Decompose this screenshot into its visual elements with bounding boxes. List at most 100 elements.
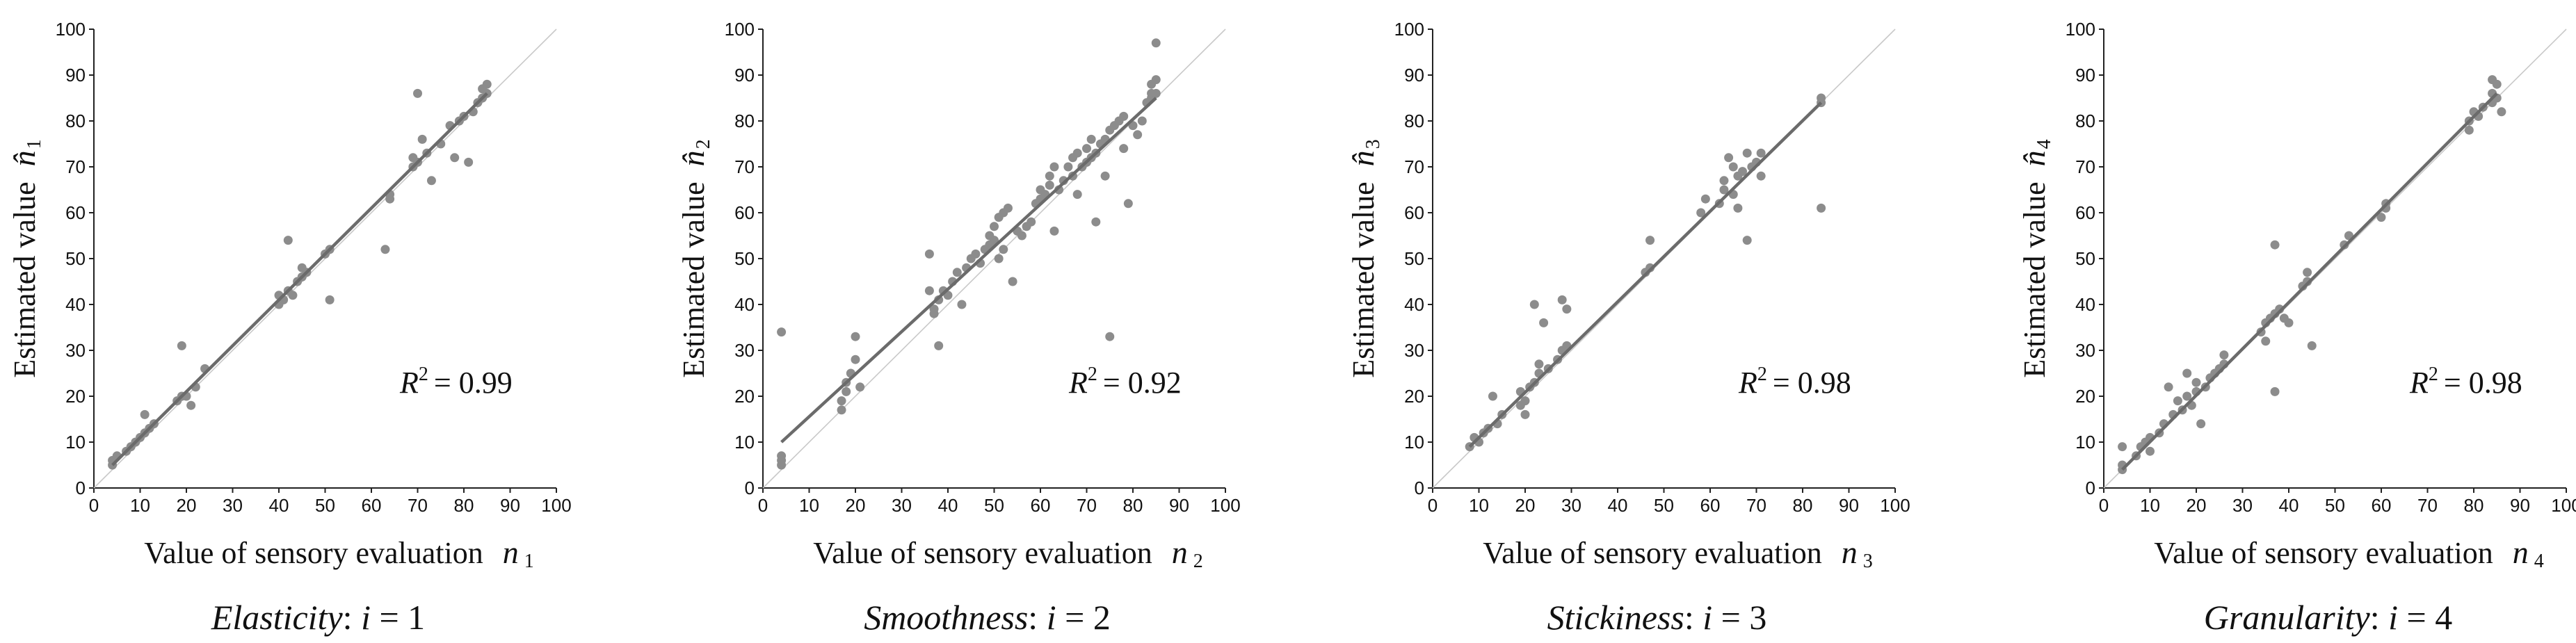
r-squared-exponent: 2 <box>419 364 428 385</box>
data-point <box>482 79 492 89</box>
y-tick-label: 30 <box>2075 340 2095 361</box>
identity-line <box>93 29 557 489</box>
x-tick-label: 100 <box>1880 495 1910 516</box>
x-tick-label: 80 <box>2464 495 2484 516</box>
r-squared-value: = 0.98 <box>1773 366 1851 400</box>
x-tick-label: 0 <box>1428 495 1438 516</box>
x-axis-title: Value of sensory evaluation n 3 <box>1483 535 1873 572</box>
data-point <box>1728 162 1738 172</box>
x-tick-label: 10 <box>799 495 819 516</box>
data-point <box>1696 208 1706 218</box>
x-tick-label: 20 <box>1515 495 1536 516</box>
x-axis-title-text: Value of sensory evaluation <box>144 536 483 570</box>
y-tick-label: 30 <box>65 340 86 361</box>
x-tick-label: 30 <box>2232 495 2253 516</box>
x-tick-label: 40 <box>1608 495 1628 516</box>
caption-separator: : <box>343 598 353 637</box>
y-tick-label: 30 <box>1404 340 1424 361</box>
data-point <box>1539 318 1549 327</box>
y-tick-label: 90 <box>2075 65 2095 86</box>
data-point <box>2182 391 2192 401</box>
x-tick-label: 50 <box>1654 495 1674 516</box>
data-point <box>929 304 939 314</box>
x-tick-label: 40 <box>269 495 289 516</box>
y-tick-label: 30 <box>734 340 755 361</box>
data-point <box>851 355 860 364</box>
x-axis-subscript: 4 <box>2534 551 2544 572</box>
data-point <box>1027 217 1036 227</box>
y-axis-title: Estimated value n̂1 <box>6 139 45 377</box>
data-point <box>1119 111 1129 121</box>
data-point <box>186 400 196 410</box>
x-tick-label: 30 <box>223 495 243 516</box>
panel-caption: Granularity: i = 4 <box>2204 598 2452 637</box>
caption-index-equation: i = <box>353 598 408 637</box>
data-point <box>1529 300 1539 309</box>
x-tick-label: 70 <box>408 495 428 516</box>
caption-separator: : <box>1684 598 1694 637</box>
data-point <box>1008 277 1017 286</box>
caption-property: Granularity <box>2204 598 2371 637</box>
y-tick-label: 10 <box>734 432 755 453</box>
data-point <box>1137 116 1147 126</box>
data-point <box>1049 226 1059 236</box>
data-point <box>851 332 860 341</box>
caption-index-value: 1 <box>408 598 425 637</box>
x-axis-subscript: 3 <box>1863 551 1873 572</box>
data-point <box>934 341 944 350</box>
x-tick-label: 60 <box>1031 495 1051 516</box>
y-tick-label: 40 <box>65 294 86 315</box>
y-axis-subscript: 2 <box>693 139 714 149</box>
y-tick-label: 20 <box>65 386 86 407</box>
caption-equation-prefix <box>1694 598 1703 637</box>
caption-index-symbol: i <box>361 598 371 637</box>
caption-index-equation: i = <box>1694 598 1750 637</box>
data-point <box>952 268 962 277</box>
data-point <box>2173 396 2182 406</box>
y-tick-label: 50 <box>734 248 755 269</box>
panel-caption: Smoothness: i = 2 <box>864 598 1111 637</box>
data-point <box>417 134 427 144</box>
data-point <box>1091 217 1101 227</box>
data-point <box>1534 359 1544 369</box>
x-axis-subscript: 2 <box>1193 551 1203 572</box>
data-point <box>140 409 150 419</box>
data-point <box>1072 148 1082 158</box>
y-tick-label: 90 <box>65 65 86 86</box>
y-axis-subscript: 4 <box>2034 139 2055 149</box>
chart-panel-4: 0 10 20 30 40 50 60 70 80 90 100 0 10 20 30 40 50 60 70 80 9… <box>2016 19 2576 637</box>
caption-index-symbol: i <box>1047 598 1056 637</box>
data-point <box>380 245 390 254</box>
y-tick-label: 70 <box>1404 156 1424 177</box>
data-point <box>971 249 981 259</box>
data-point <box>2196 419 2206 429</box>
data-point <box>2146 446 2155 456</box>
data-point <box>413 88 422 98</box>
data-point <box>1017 231 1027 241</box>
r-squared-symbol: R <box>1068 366 1088 400</box>
data-point <box>957 300 967 309</box>
data-point <box>2497 107 2506 117</box>
data-point <box>1072 190 1082 200</box>
y-tick-label: 40 <box>734 294 755 315</box>
y-axis-title-text: Estimated value <box>677 181 711 377</box>
data-point <box>1817 203 1826 213</box>
y-axis-title-text: Estimated value <box>8 181 42 377</box>
data-point <box>1719 185 1729 195</box>
x-tick-label: 70 <box>2417 495 2438 516</box>
caption-property: Stickiness <box>1547 598 1684 637</box>
y-tick-label: 20 <box>1404 386 1424 407</box>
data-point <box>464 157 474 167</box>
y-tick-label: 80 <box>1404 111 1424 131</box>
y-tick-label: 80 <box>734 111 755 131</box>
data-point <box>1645 236 1655 245</box>
r-squared-value: = 0.98 <box>2444 366 2522 400</box>
data-point <box>2191 377 2201 387</box>
data-point <box>1557 295 1567 304</box>
data-point <box>2261 336 2271 346</box>
panel-caption: Stickiness: i = 3 <box>1547 598 1767 637</box>
caption-equation-prefix <box>2380 598 2389 637</box>
caption-equation-suffix: = <box>2398 598 2435 637</box>
x-axis-title: Value of sensory evaluation n 1 <box>144 535 534 572</box>
caption-property: Elasticity <box>211 598 344 637</box>
